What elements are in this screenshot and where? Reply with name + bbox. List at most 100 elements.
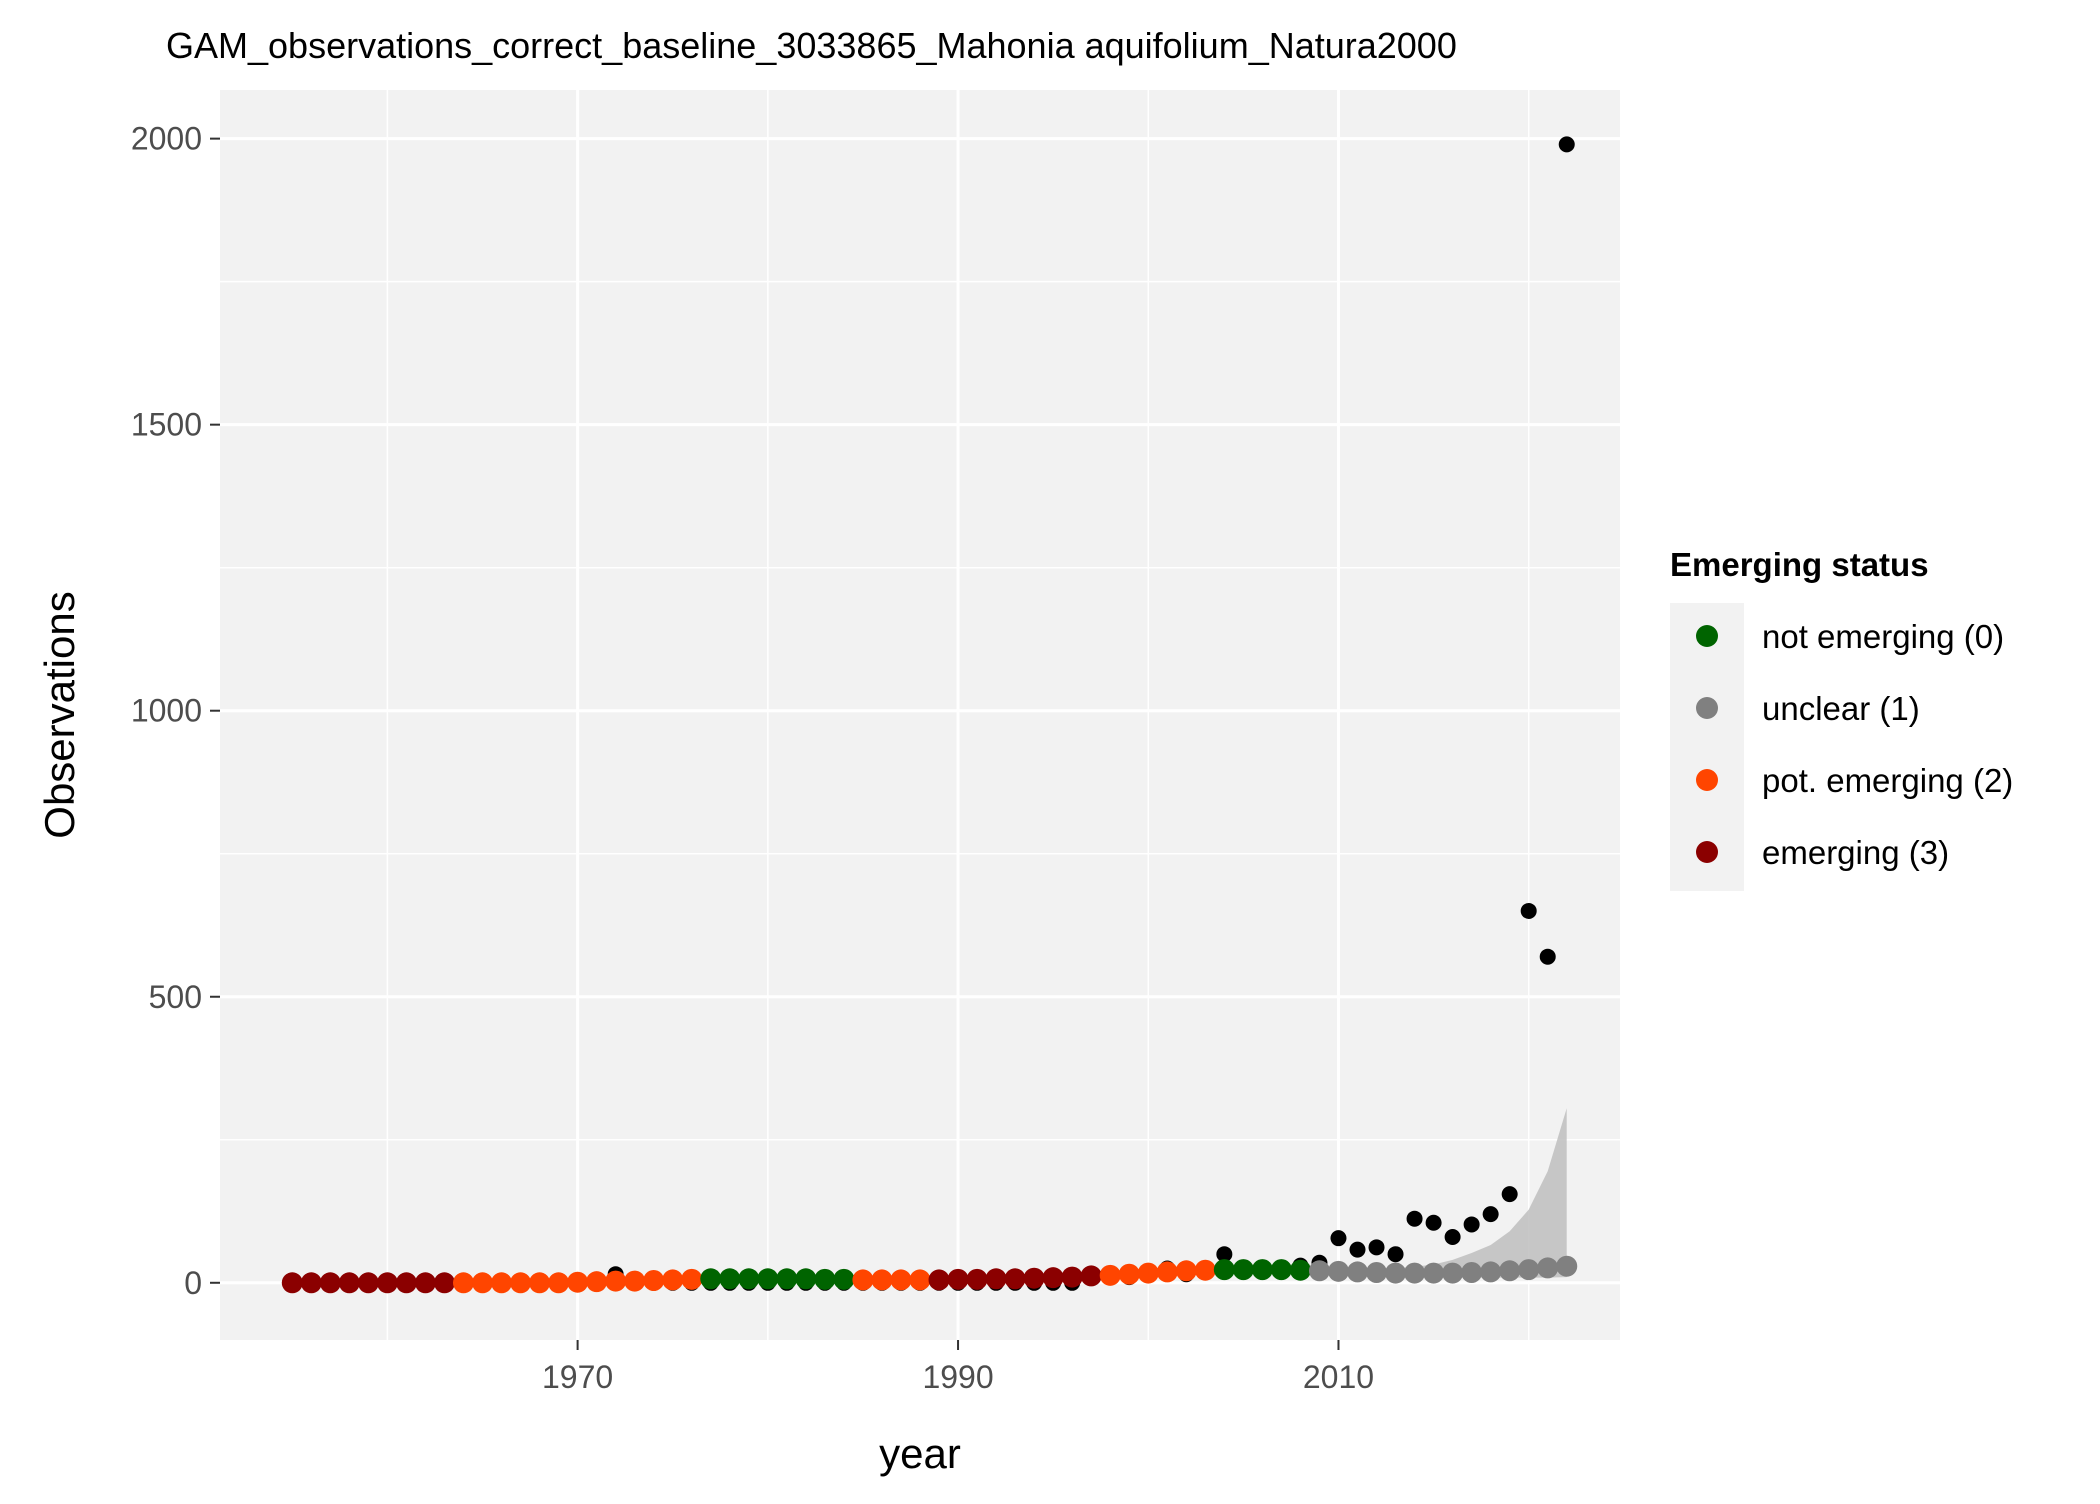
confidence-band-layer — [1319, 1108, 1567, 1278]
fitted-point — [357, 1272, 379, 1294]
fitted-point — [1004, 1268, 1026, 1290]
legend-label: unclear (1) — [1762, 690, 1920, 727]
x-tick-labels: 1970 1990 2010 — [542, 1359, 1374, 1395]
fitted-point — [1080, 1265, 1102, 1287]
legend-key — [1696, 625, 1718, 647]
legend-label: emerging (3) — [1762, 834, 1949, 871]
y-tick-label: 1500 — [131, 407, 202, 443]
y-tick-label: 0 — [184, 1265, 202, 1301]
fitted-point — [548, 1272, 570, 1294]
fitted-point — [376, 1272, 398, 1294]
fitted-point — [700, 1268, 722, 1290]
fitted-point — [1232, 1259, 1254, 1281]
fitted-point — [795, 1268, 817, 1290]
fitted-point — [1289, 1259, 1311, 1281]
fitted-point — [1404, 1262, 1426, 1284]
fitted-point — [586, 1271, 608, 1293]
fitted-point — [1213, 1259, 1235, 1281]
fitted-point — [510, 1272, 532, 1294]
legend-label: pot. emerging (2) — [1762, 762, 2013, 799]
fitted-point — [452, 1272, 474, 1294]
fitted-point — [1270, 1259, 1292, 1281]
axis-ticks — [210, 137, 1340, 1350]
observed-point — [1406, 1210, 1423, 1227]
fitted-point — [1385, 1262, 1407, 1284]
observed-point — [1387, 1246, 1404, 1263]
legend-key — [1696, 697, 1718, 719]
legend-key — [1696, 769, 1718, 791]
confidence-band — [1319, 1108, 1567, 1278]
fitted-point — [414, 1272, 436, 1294]
fitted-point — [757, 1268, 779, 1290]
fitted-point — [319, 1272, 341, 1294]
fitted-point — [300, 1272, 322, 1294]
fitted-point — [985, 1268, 1007, 1290]
fitted-point — [738, 1268, 760, 1290]
fitted-point — [662, 1269, 684, 1291]
fitted-point — [567, 1271, 589, 1293]
y-axis-title: Observations — [36, 591, 83, 838]
fitted-point — [1327, 1260, 1349, 1282]
fitted-point — [1156, 1261, 1178, 1283]
fitted-point — [1251, 1259, 1273, 1281]
plot-panel — [220, 90, 1620, 1340]
fitted-point — [719, 1268, 741, 1290]
fitted-point — [814, 1268, 836, 1290]
fitted-point — [1042, 1267, 1064, 1289]
x-tick-label: 1990 — [922, 1359, 993, 1395]
legend-label: not emerging (0) — [1762, 618, 2004, 655]
fitted-point — [1308, 1260, 1330, 1282]
observed-point — [1444, 1229, 1461, 1246]
observed-point — [1368, 1239, 1385, 1256]
fitted-point — [605, 1270, 627, 1292]
legend-entries: not emerging (0) unclear (1) pot. emerging… — [1696, 618, 2013, 871]
observed-point — [1501, 1186, 1518, 1203]
fitted-point — [529, 1272, 551, 1294]
fitted-point — [947, 1268, 969, 1290]
fitted-point — [1537, 1257, 1559, 1279]
fitted-point — [1366, 1261, 1388, 1283]
fitted-point — [1118, 1263, 1140, 1285]
observed-point — [1520, 902, 1537, 919]
observed-point — [1425, 1214, 1442, 1231]
observed-point — [1482, 1206, 1499, 1223]
fitted-point — [1556, 1255, 1578, 1277]
fitted-point — [1137, 1262, 1159, 1284]
fitted-point — [776, 1268, 798, 1290]
fitted-point — [624, 1270, 646, 1292]
fitted-point — [491, 1272, 513, 1294]
fitted-point — [909, 1269, 931, 1291]
observed-point — [1330, 1230, 1347, 1247]
fitted-point — [1099, 1264, 1121, 1286]
observed-point — [1216, 1246, 1233, 1263]
fitted-point — [928, 1269, 950, 1291]
fitted-point — [1442, 1262, 1464, 1284]
observed-point — [1463, 1216, 1480, 1233]
observed-point — [1539, 948, 1556, 965]
fitted-point — [472, 1272, 493, 1294]
y-tick-labels: 0 500 1000 1500 2000 — [131, 121, 202, 1301]
observed-point — [1349, 1241, 1366, 1258]
chart-title: GAM_observations_correct_baseline_303386… — [166, 25, 1457, 66]
fitted-point — [1423, 1262, 1445, 1284]
fitted-point — [1023, 1267, 1045, 1289]
fitted-points-layer — [281, 1255, 1578, 1294]
legend-title: Emerging status — [1670, 546, 1929, 583]
x-tick-label: 1970 — [542, 1359, 613, 1395]
fitted-point — [833, 1268, 855, 1290]
y-tick-label: 1000 — [131, 693, 202, 729]
fitted-point — [681, 1268, 703, 1290]
fitted-point — [1347, 1261, 1368, 1283]
fitted-point — [338, 1272, 360, 1294]
y-tick-label: 2000 — [131, 121, 202, 157]
x-tick-label: 2010 — [1303, 1359, 1374, 1395]
fitted-point — [1518, 1259, 1540, 1281]
fitted-point — [890, 1269, 912, 1291]
fitted-point — [433, 1272, 455, 1294]
fitted-point — [1461, 1261, 1483, 1283]
x-axis-title: year — [879, 1430, 961, 1477]
fitted-point — [1061, 1266, 1083, 1288]
fitted-point — [871, 1269, 893, 1291]
fitted-point — [395, 1272, 417, 1294]
